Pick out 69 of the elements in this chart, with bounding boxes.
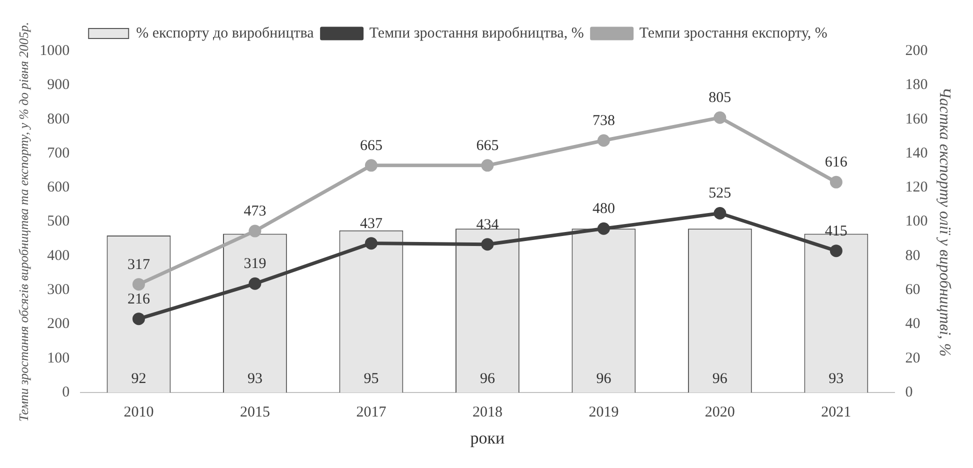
y2-tick-label: 20 xyxy=(905,350,920,366)
legend-label: Темпи зростання виробництва, % xyxy=(369,25,584,42)
data-label: 437 xyxy=(360,216,383,232)
x-tick-label: 2017 xyxy=(356,404,387,421)
point xyxy=(481,159,494,172)
data-label: 93 xyxy=(828,371,844,388)
y2-tick-label: 160 xyxy=(905,111,928,128)
point xyxy=(364,237,378,250)
x-tick-label: 2015 xyxy=(240,404,270,421)
data-label: 96 xyxy=(480,371,496,388)
point xyxy=(830,244,842,258)
point xyxy=(714,111,726,124)
data-label: 93 xyxy=(247,371,262,388)
y2-tick-label: 180 xyxy=(905,77,928,94)
data-label: 525 xyxy=(708,186,732,202)
data-label: 616 xyxy=(824,154,848,171)
x-tick-label: 2020 xyxy=(704,404,735,421)
data-label: 317 xyxy=(127,256,150,273)
data-label: 738 xyxy=(592,112,615,129)
y2-tick-label: 0 xyxy=(905,384,913,401)
point xyxy=(248,224,262,238)
y-tick-label: 1000 xyxy=(40,42,70,59)
data-label: 96 xyxy=(596,371,612,388)
x-tick-label: 2010 xyxy=(124,404,154,421)
x-tick-label: 2019 xyxy=(588,404,619,421)
y-tick-label: 800 xyxy=(47,111,70,128)
y2-tick-label: 120 xyxy=(905,180,928,196)
data-label: 434 xyxy=(476,216,500,233)
y-tick-label: 200 xyxy=(47,316,70,332)
y-tick-label: 400 xyxy=(47,248,70,264)
y2-axis-title: Частка експорту олії у виробництві, % xyxy=(936,87,954,357)
y-tick-label: 600 xyxy=(47,180,70,196)
y2-tick-label: 200 xyxy=(905,42,928,59)
point xyxy=(597,222,610,235)
data-label: 665 xyxy=(360,138,382,154)
y-tick-label: 300 xyxy=(47,282,70,298)
x-tick-label: 2021 xyxy=(821,404,852,421)
y-tick-label: 900 xyxy=(47,77,70,94)
y-axis-title: Темпи зростання обсягів виробництва та експорту, у % до рівня 2005р. xyxy=(16,22,32,422)
y-tick-label: 700 xyxy=(47,145,70,162)
point xyxy=(132,312,145,326)
y2-tick-label: 60 xyxy=(905,282,920,298)
x-axis-title: роки xyxy=(470,428,505,448)
point xyxy=(132,278,145,291)
y-tick-label: 100 xyxy=(47,350,70,366)
data-label: 96 xyxy=(712,371,728,388)
y2-tick-label: 40 xyxy=(905,316,920,332)
data-label: 473 xyxy=(244,203,266,220)
data-label: 805 xyxy=(708,90,732,106)
y2-tick-label: 100 xyxy=(905,214,928,230)
point xyxy=(830,176,842,188)
data-label: 319 xyxy=(244,256,266,272)
legend-label: Темпи зростання експорту, % xyxy=(639,25,828,42)
y2-tick-label: 80 xyxy=(905,248,920,264)
y-tick-label: 0 xyxy=(62,384,70,401)
legend-label: % експорту до виробництва xyxy=(136,25,314,42)
point xyxy=(481,238,494,251)
data-label: 480 xyxy=(592,201,615,218)
y2-tick-label: 140 xyxy=(905,145,928,162)
point xyxy=(714,207,726,220)
data-label: 665 xyxy=(476,138,499,154)
data-label: 216 xyxy=(127,291,150,308)
point xyxy=(364,159,378,172)
x-tick-label: 2018 xyxy=(472,404,502,421)
point xyxy=(597,134,610,147)
y-tick-label: 500 xyxy=(47,214,70,230)
point xyxy=(248,277,262,290)
data-label: 95 xyxy=(364,371,379,388)
data-label: 92 xyxy=(131,371,146,388)
